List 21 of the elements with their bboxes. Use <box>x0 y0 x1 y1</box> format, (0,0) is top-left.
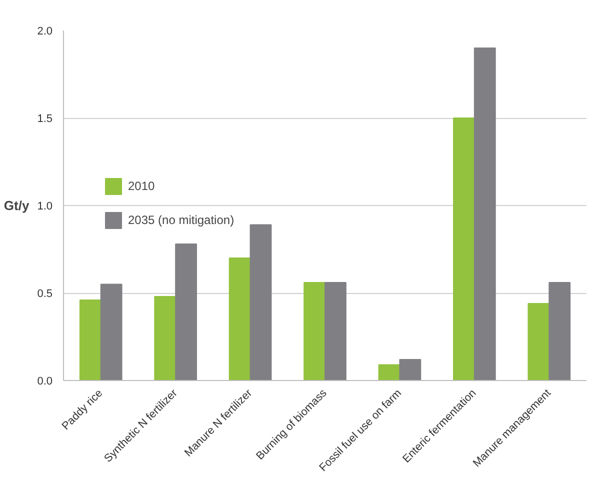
y-tick-label: 1.0 <box>37 200 53 212</box>
bar <box>324 282 346 380</box>
y-tick-label: 2.0 <box>37 26 53 38</box>
bar <box>100 284 122 380</box>
bar <box>79 300 102 380</box>
bar <box>548 282 571 380</box>
bar <box>228 258 251 380</box>
bar <box>250 224 272 380</box>
bar <box>528 303 550 380</box>
bar <box>474 48 496 380</box>
legend-label: 2035 (no mitigation) <box>128 213 234 227</box>
bar <box>304 282 326 380</box>
bar <box>154 296 176 380</box>
y-axis-title: Gt/y <box>4 198 30 213</box>
bar <box>453 118 475 380</box>
legend-label: 2010 <box>128 179 155 193</box>
y-tick-label: 0.0 <box>37 376 53 388</box>
y-tick-label: 0.5 <box>37 288 53 300</box>
y-tick-label: 1.5 <box>37 113 53 125</box>
bar <box>399 359 422 380</box>
bar <box>175 244 197 380</box>
